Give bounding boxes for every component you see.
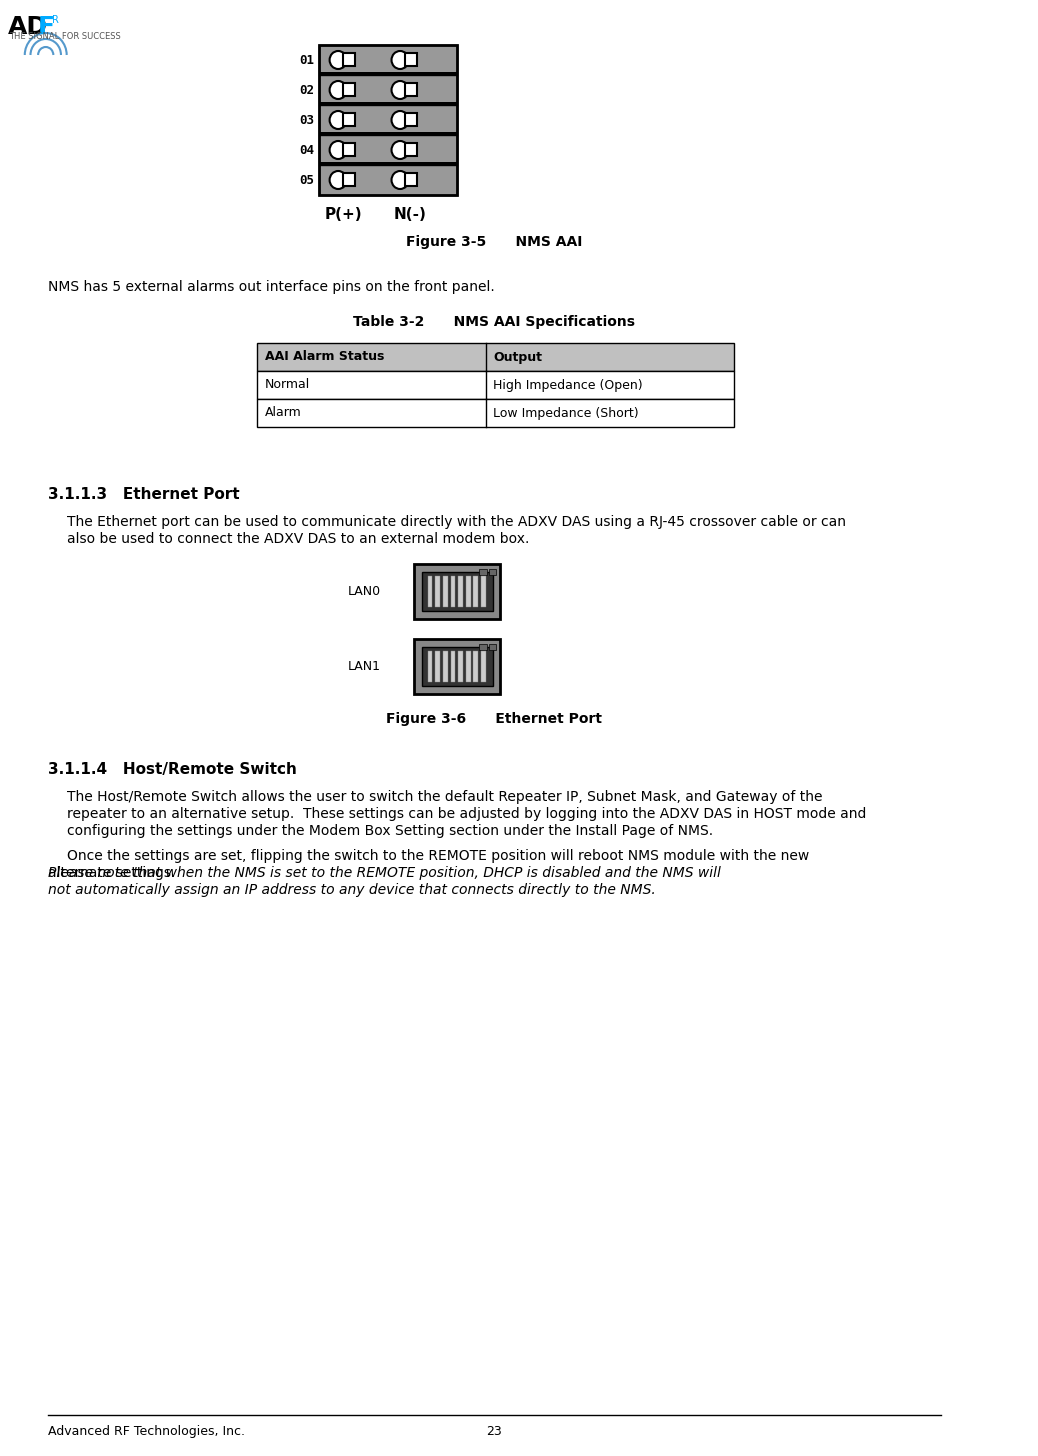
Bar <box>319 165 458 195</box>
Bar <box>458 651 463 681</box>
Circle shape <box>391 111 409 130</box>
Text: not automatically assign an IP address to any device that connects directly to t: not automatically assign an IP address t… <box>48 882 655 897</box>
Bar <box>489 644 496 649</box>
Text: The Ethernet port can be used to communicate directly with the ADXV DAS using a : The Ethernet port can be used to communi… <box>66 515 846 529</box>
Text: N(-): N(-) <box>393 207 426 221</box>
Text: NMS has 5 external alarms out interface pins on the front panel.: NMS has 5 external alarms out interface … <box>48 280 494 294</box>
Text: 05: 05 <box>299 173 315 186</box>
Text: Figure 3-6      Ethernet Port: Figure 3-6 Ethernet Port <box>386 712 602 727</box>
Text: 01: 01 <box>299 54 315 67</box>
Bar <box>422 646 492 686</box>
Bar <box>343 52 355 66</box>
Bar <box>414 639 500 695</box>
Bar <box>489 569 496 575</box>
Circle shape <box>330 51 347 68</box>
Bar <box>443 577 447 607</box>
Text: also be used to connect the ADXV DAS to an external modem box.: also be used to connect the ADXV DAS to … <box>66 531 529 546</box>
Bar <box>405 173 417 186</box>
Circle shape <box>330 170 347 189</box>
Bar <box>343 114 355 127</box>
Text: Output: Output <box>493 351 543 364</box>
Circle shape <box>330 141 347 159</box>
Bar <box>450 577 456 607</box>
Text: Alarm: Alarm <box>265 406 302 419</box>
Bar <box>428 577 433 607</box>
Circle shape <box>391 170 409 189</box>
Bar <box>405 52 417 66</box>
Text: 04: 04 <box>299 144 315 156</box>
Bar <box>319 71 458 76</box>
Text: THE SIGNAL FOR SUCCESS: THE SIGNAL FOR SUCCESS <box>9 32 121 41</box>
Bar <box>466 651 470 681</box>
Bar <box>435 651 440 681</box>
Bar <box>473 577 479 607</box>
Text: AAI Alarm Status: AAI Alarm Status <box>265 351 384 364</box>
Text: alternate settings.: alternate settings. <box>48 866 184 879</box>
Bar <box>481 651 486 681</box>
Bar <box>405 143 417 156</box>
Bar <box>319 135 458 165</box>
Bar <box>319 132 458 135</box>
Circle shape <box>391 82 409 99</box>
Text: repeater to an alternative setup.  These settings can be adjusted by logging int: repeater to an alternative setup. These … <box>66 807 866 821</box>
Text: 02: 02 <box>299 83 315 96</box>
Text: 3.1.1.3   Ethernet Port: 3.1.1.3 Ethernet Port <box>48 486 239 502</box>
Text: Low Impedance (Short): Low Impedance (Short) <box>493 406 639 419</box>
Bar <box>319 45 458 76</box>
Bar <box>257 344 734 371</box>
Bar <box>343 83 355 96</box>
Text: configuring the settings under the Modem Box Setting section under the Install P: configuring the settings under the Modem… <box>66 824 713 839</box>
Text: LAN1: LAN1 <box>348 660 381 673</box>
Bar <box>466 577 470 607</box>
Bar <box>319 105 458 135</box>
Text: F: F <box>38 15 55 39</box>
Bar <box>319 45 458 195</box>
Bar <box>343 173 355 186</box>
Bar <box>319 162 458 165</box>
Text: Normal: Normal <box>265 379 310 392</box>
Text: R: R <box>52 15 59 25</box>
Bar <box>443 651 447 681</box>
Bar <box>458 577 463 607</box>
Text: 3.1.1.4   Host/Remote Switch: 3.1.1.4 Host/Remote Switch <box>48 761 297 778</box>
Circle shape <box>391 51 409 68</box>
Bar <box>343 143 355 156</box>
Text: 23: 23 <box>487 1425 502 1439</box>
Bar <box>428 651 433 681</box>
Bar <box>480 644 487 649</box>
Bar <box>473 651 479 681</box>
Text: AD: AD <box>7 15 48 39</box>
Text: Figure 3-5      NMS AAI: Figure 3-5 NMS AAI <box>406 234 582 249</box>
Bar <box>319 102 458 105</box>
Circle shape <box>330 111 347 130</box>
Bar <box>480 569 487 575</box>
Text: Once the settings are set, flipping the switch to the REMOTE position will reboo: Once the settings are set, flipping the … <box>66 849 809 863</box>
Text: Please note that when the NMS is set to the REMOTE position, DHCP is disabled an: Please note that when the NMS is set to … <box>48 866 720 879</box>
Bar <box>257 371 734 399</box>
Bar <box>257 399 734 427</box>
Bar <box>319 76 458 105</box>
Bar <box>405 114 417 127</box>
Text: LAN0: LAN0 <box>348 585 381 598</box>
Bar <box>481 577 486 607</box>
Bar <box>435 577 440 607</box>
Circle shape <box>330 82 347 99</box>
Bar <box>450 651 456 681</box>
Circle shape <box>391 141 409 159</box>
Text: Advanced RF Technologies, Inc.: Advanced RF Technologies, Inc. <box>48 1425 245 1439</box>
Text: The Host/Remote Switch allows the user to switch the default Repeater IP, Subnet: The Host/Remote Switch allows the user t… <box>66 791 822 804</box>
Text: High Impedance (Open): High Impedance (Open) <box>493 379 644 392</box>
Bar <box>405 83 417 96</box>
Bar <box>414 563 500 619</box>
Text: 03: 03 <box>299 114 315 127</box>
Bar <box>422 572 492 612</box>
Text: P(+): P(+) <box>325 207 362 221</box>
Text: Table 3-2      NMS AAI Specifications: Table 3-2 NMS AAI Specifications <box>353 314 635 329</box>
